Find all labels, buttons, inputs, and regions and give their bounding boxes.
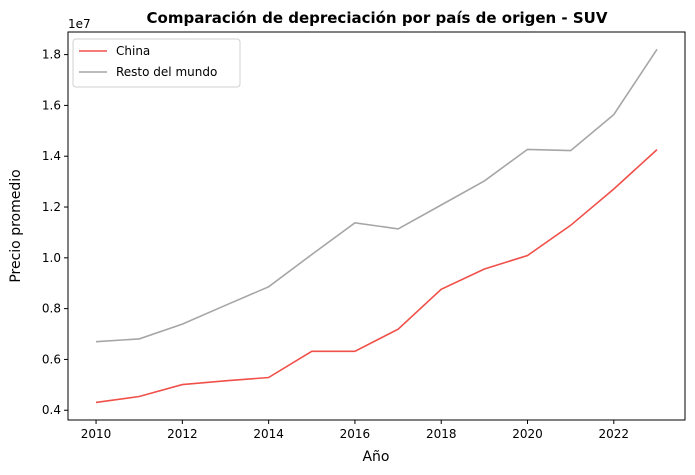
y-offset-text: 1e7 [68,17,91,31]
y-tick-label: 1.6 [42,98,61,112]
x-tick-label: 2016 [340,427,371,441]
x-axis: 2010 2012 2014 2016 2018 2020 2022 [81,420,629,441]
legend-label-1: Resto del mundo [116,65,217,79]
x-tick-label: 2018 [426,427,457,441]
y-tick-label: 1.8 [42,48,61,62]
legend-box [72,38,241,88]
x-tick-label: 2014 [253,427,284,441]
y-tick-label: 0.4 [42,403,61,417]
legend: China Resto del mundo [72,38,241,88]
y-tick-label: 1.0 [42,251,61,265]
x-tick-label: 2020 [512,427,543,441]
x-tick-label: 2010 [81,427,112,441]
y-axis: 0.4 0.6 0.8 1.0 1.2 1.4 1.6 1.8 [42,48,68,417]
plot-frame [67,31,686,421]
x-axis-label: Año [362,449,389,465]
x-tick-label: 2012 [167,427,198,441]
series-line-0 [95,149,658,404]
series-lines [95,48,658,404]
y-tick-label: 0.6 [42,352,61,366]
legend-label-0: China [116,44,150,58]
y-tick-label: 1.4 [42,149,61,163]
x-tick-label: 2022 [599,427,630,441]
y-tick-label: 0.8 [42,302,61,316]
series-line-1 [95,48,658,343]
y-axis-label: Precio promedio [8,169,24,282]
chart-title: Comparación de depreciación por país de … [147,9,608,27]
y-tick-label: 1.2 [42,200,61,214]
